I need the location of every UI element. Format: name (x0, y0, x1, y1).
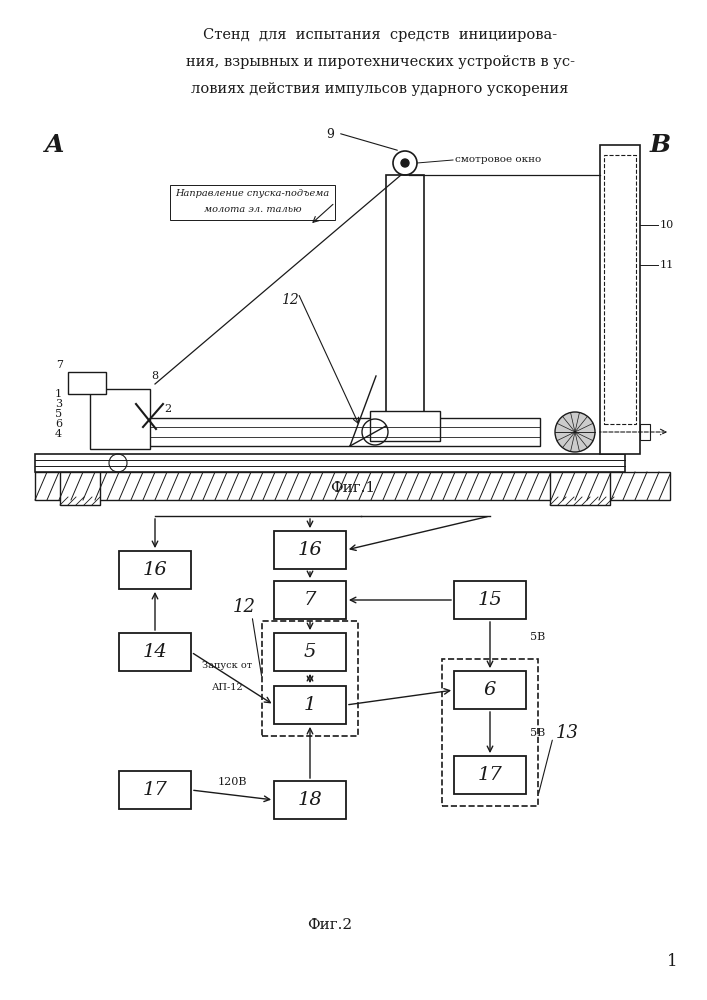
Text: 18: 18 (298, 791, 322, 809)
Text: 17: 17 (478, 766, 503, 784)
Bar (274, 686, 346, 724)
Text: 9: 9 (326, 128, 334, 141)
Text: АП-12: АП-12 (211, 682, 243, 692)
Text: 1: 1 (667, 954, 677, 970)
Text: A: A (45, 133, 64, 157)
Bar (170, 185, 335, 220)
Bar (90, 389, 150, 449)
Text: 12: 12 (233, 598, 255, 616)
Text: 4: 4 (55, 429, 62, 439)
Bar (119, 771, 191, 809)
Text: Направление спуска-подъема: Направление спуска-подъема (175, 188, 329, 198)
Text: Фиг.2: Фиг.2 (308, 918, 353, 932)
Text: 1: 1 (304, 696, 316, 714)
Bar (386, 175, 424, 436)
Bar (35, 472, 670, 500)
Text: B: B (650, 133, 670, 157)
Bar (274, 781, 346, 819)
Bar (454, 671, 526, 709)
Text: молота эл. талью: молота эл. талью (204, 206, 301, 215)
Text: Стенд  для  испытания  средств  инициирова-: Стенд для испытания средств инициирова- (203, 28, 557, 42)
Text: 1: 1 (55, 389, 62, 399)
Circle shape (401, 159, 409, 167)
Bar (442, 659, 538, 806)
Text: Фиг.1: Фиг.1 (330, 481, 375, 495)
Bar (640, 424, 650, 440)
Bar (454, 756, 526, 794)
Text: 120В: 120В (218, 777, 247, 787)
Text: 5В: 5В (530, 728, 545, 738)
Text: 16: 16 (143, 561, 168, 579)
Text: 16: 16 (298, 541, 322, 559)
Text: 5: 5 (304, 643, 316, 661)
Text: ния, взрывных и пиротехнических устройств в ус-: ния, взрывных и пиротехнических устройст… (185, 55, 575, 69)
Bar (119, 633, 191, 671)
Bar (60, 472, 100, 505)
Text: 7: 7 (56, 360, 63, 370)
Text: 11: 11 (660, 260, 674, 270)
Text: 14: 14 (143, 643, 168, 661)
Bar (370, 411, 440, 441)
Text: 7: 7 (304, 591, 316, 609)
Text: 6: 6 (55, 419, 62, 429)
Text: 2: 2 (164, 404, 171, 414)
Text: 5В: 5В (530, 632, 545, 642)
Text: 12: 12 (281, 293, 299, 307)
Text: 8: 8 (151, 371, 158, 381)
Circle shape (555, 412, 595, 452)
Text: Запуск от: Запуск от (202, 662, 252, 670)
Bar (274, 581, 346, 619)
Bar (35, 454, 625, 472)
Bar (145, 418, 540, 446)
Text: 13: 13 (556, 724, 579, 742)
Text: 3: 3 (55, 399, 62, 409)
Text: 10: 10 (660, 220, 674, 230)
Text: ловиях действия импульсов ударного ускорения: ловиях действия импульсов ударного ускор… (192, 82, 568, 96)
Bar (68, 372, 106, 394)
Bar (550, 472, 610, 505)
Bar (119, 551, 191, 589)
Bar (262, 621, 358, 736)
Text: 6: 6 (484, 681, 496, 699)
Bar (274, 531, 346, 569)
Text: смотровое окно: смотровое окно (455, 155, 542, 164)
Text: 15: 15 (478, 591, 503, 609)
Bar (604, 155, 636, 424)
Bar (600, 145, 640, 454)
Text: 5: 5 (55, 409, 62, 419)
Bar (274, 633, 346, 671)
Text: 17: 17 (143, 781, 168, 799)
Bar (454, 581, 526, 619)
